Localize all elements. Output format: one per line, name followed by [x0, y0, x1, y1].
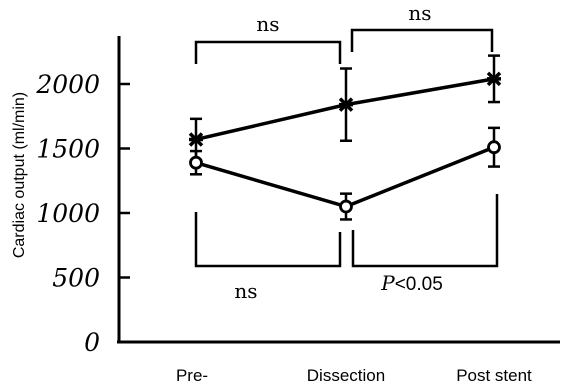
x-category-label: Pre-	[176, 366, 208, 385]
bracket-bottom-left	[194, 212, 342, 268]
y-tick-label: 1000	[36, 199, 100, 228]
data-point-circle	[189, 155, 203, 170]
data-point-star	[188, 132, 204, 147]
bracket-bottom-right	[351, 194, 499, 268]
y-tick-label: 2000	[35, 70, 100, 99]
ns-label-top-right: ns	[408, 1, 431, 25]
series-star	[188, 54, 502, 162]
ns-label-top-left: ns	[256, 12, 279, 36]
y-axis-label: Cardiac output (ml/min)	[11, 92, 28, 258]
p-value-threshold: <0.05	[395, 274, 443, 295]
bracket-top-left	[194, 40, 342, 64]
axes	[117, 36, 560, 344]
p-value-label: P<0.05	[380, 271, 443, 295]
y-tick-label: 500	[52, 264, 100, 293]
x-category-label: Post stent	[456, 366, 532, 385]
ns-label-bottom-left: ns	[234, 279, 257, 303]
data-point-circle	[339, 199, 353, 214]
significance-brackets: ns ns ns P<0.05	[194, 1, 499, 303]
p-value-symbol: P	[380, 271, 395, 295]
y-ticks: 0 500 1000 1500 2000	[35, 70, 130, 357]
y-tick-label: 0	[84, 328, 100, 357]
series-layer	[188, 54, 502, 221]
data-point-circle	[487, 140, 501, 155]
x-category-labels: Pre- Dissection Post stent	[176, 366, 532, 385]
bracket-top-right	[350, 28, 494, 52]
data-point-star	[486, 71, 502, 87]
y-tick-label: 1500	[36, 135, 100, 164]
data-point-star	[338, 97, 354, 112]
x-category-label: Dissection	[307, 366, 385, 385]
series-open-circle	[189, 126, 501, 221]
